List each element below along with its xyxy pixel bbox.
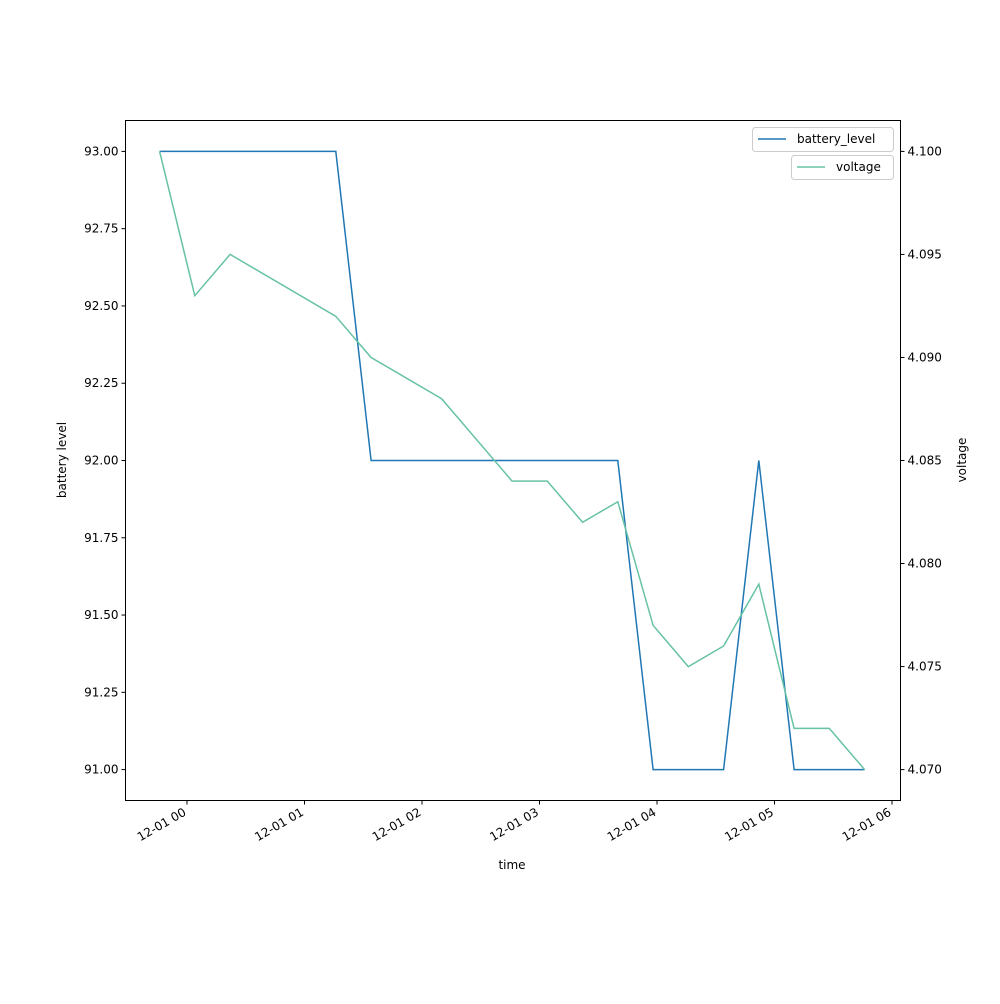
y2-tick-label: 4.080 (908, 557, 942, 571)
y2-tick-label: 4.085 (908, 454, 942, 468)
legend-label-battery: battery_level (797, 132, 875, 146)
x-tick-label: 12-01 01 (252, 805, 306, 844)
legend-label-voltage: voltage (836, 160, 881, 174)
y-axis-label: battery level (55, 422, 69, 498)
plot-frame (125, 120, 901, 801)
y-tick-label: 91.00 (84, 763, 118, 777)
x-axis-label: time (498, 858, 525, 872)
y2-tick-label: 4.070 (908, 763, 942, 777)
legend-battery: battery_level (752, 127, 894, 152)
y2-tick-label: 4.095 (908, 247, 942, 261)
y-tick-label: 92.50 (84, 299, 118, 313)
y-tick-label: 93.00 (84, 144, 118, 158)
x-tick-label: 12-01 06 (840, 805, 894, 844)
y-tick-label: 91.25 (84, 685, 118, 699)
y-tick-label: 92.75 (84, 222, 118, 236)
legend-voltage: voltage (791, 155, 894, 180)
y2-tick-label: 4.090 (908, 350, 942, 364)
x-tick-label: 12-01 02 (370, 805, 424, 844)
y2-tick-label: 4.075 (908, 660, 942, 674)
x-tick-label: 12-01 04 (605, 805, 659, 844)
series-line-battery_level (159, 150, 865, 771)
y2-axis-label: voltage (955, 438, 969, 483)
x-tick-label: 12-01 05 (722, 805, 776, 844)
y2-tick-label: 4.100 (908, 144, 942, 158)
series-line-voltage (158, 151, 866, 771)
y-tick-label: 92.00 (84, 454, 118, 468)
x-tick-label: 12-01 00 (135, 805, 189, 844)
x-tick-label: 12-01 03 (487, 805, 541, 844)
y-tick-label: 91.50 (84, 608, 118, 622)
y-tick-label: 92.25 (84, 376, 118, 390)
y-tick-label: 91.75 (84, 531, 118, 545)
